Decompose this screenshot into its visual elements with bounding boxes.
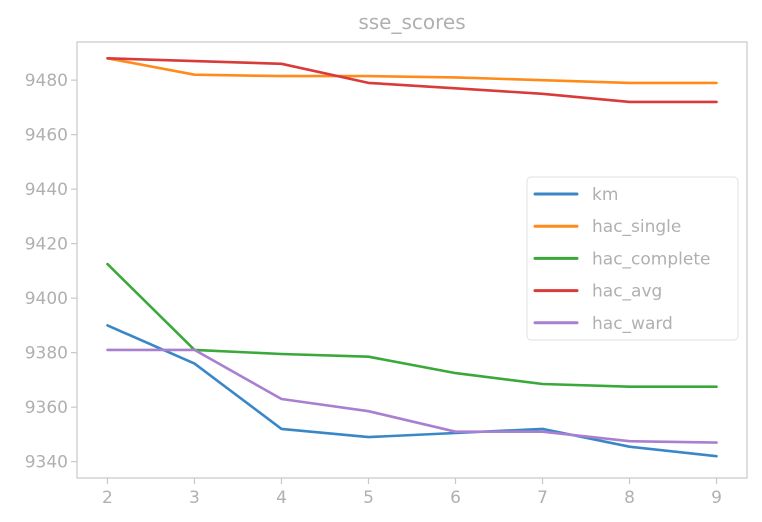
legend-frame bbox=[526, 176, 739, 341]
y-tick-label: 9420 bbox=[25, 235, 68, 255]
x-tick-label: 6 bbox=[450, 488, 461, 508]
x-tick-label: 8 bbox=[624, 488, 635, 508]
x-tick-label: 3 bbox=[189, 488, 200, 508]
x-tick-label: 2 bbox=[102, 488, 113, 508]
y-tick-label: 9400 bbox=[25, 289, 68, 309]
legend: km hac_single hac_complete hac_avg hac_ward bbox=[526, 176, 739, 341]
x-axis: 2 3 4 5 6 7 8 9 bbox=[102, 478, 722, 508]
x-tick-label: 5 bbox=[363, 488, 374, 508]
y-tick-label: 9480 bbox=[25, 71, 68, 91]
legend-label-hac-avg: hac_avg bbox=[592, 282, 662, 302]
legend-label-km: km bbox=[592, 185, 618, 205]
legend-label-hac-single: hac_single bbox=[592, 217, 681, 237]
y-axis: 9340 9360 9380 9400 9420 9440 9460 9480 bbox=[25, 71, 77, 473]
y-tick-label: 9340 bbox=[25, 453, 68, 473]
x-tick-label: 4 bbox=[276, 488, 287, 508]
y-tick-label: 9380 bbox=[25, 344, 68, 364]
legend-label-hac-complete: hac_complete bbox=[592, 249, 710, 269]
legend-label-hac-ward: hac_ward bbox=[592, 314, 673, 334]
series-line-km bbox=[106, 324, 718, 458]
y-tick-label: 9440 bbox=[25, 180, 68, 200]
x-tick-label: 9 bbox=[711, 488, 722, 508]
series-group bbox=[106, 56, 718, 458]
series-line-hac-single bbox=[106, 56, 718, 85]
series-line-hac-complete bbox=[106, 262, 718, 389]
y-tick-label: 9360 bbox=[25, 398, 68, 418]
series-line-hac-ward bbox=[106, 348, 718, 444]
y-tick-label: 9460 bbox=[25, 126, 68, 146]
series-line-hac-avg bbox=[106, 56, 718, 104]
plot-area-frame bbox=[76, 41, 748, 479]
chart-title: sse_scores bbox=[358, 10, 465, 34]
x-tick-label: 7 bbox=[537, 488, 548, 508]
